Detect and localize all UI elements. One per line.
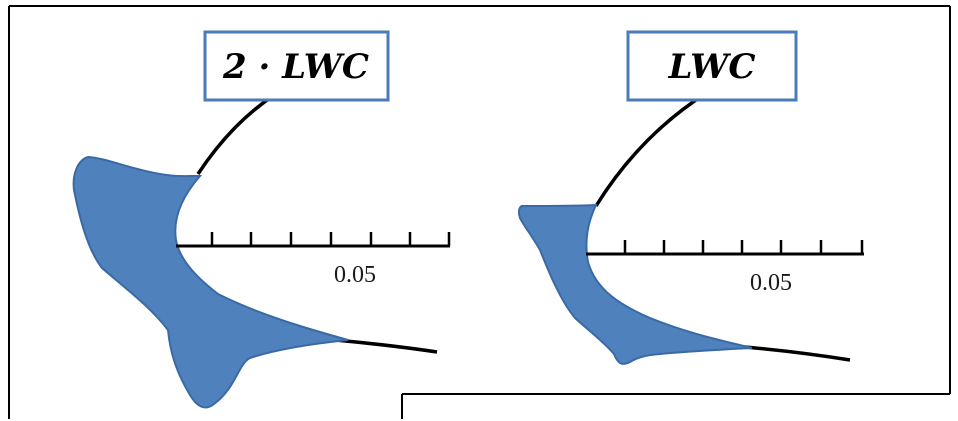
panel-left: 0.05 2 · LWC [72,30,451,409]
ice-accretion-left [72,155,349,409]
label-left: 2 · LWC [222,47,369,87]
label-box-left [203,30,390,102]
scale-label-right: 0.05 [750,270,792,296]
scale-label-left: 0.05 [334,262,376,288]
panel-right: 0.05 LWC [517,30,864,365]
ice-accretion-right [517,203,753,365]
scale-ticks-right [623,240,864,254]
airfoil-lower-surface-right [744,345,851,362]
label-right: LWC [668,47,756,87]
airfoil-upper-surface-right [594,90,709,207]
scale-ticks-left [210,232,451,246]
label-box-right [626,30,798,102]
airfoil-lower-surface-left [334,338,438,354]
